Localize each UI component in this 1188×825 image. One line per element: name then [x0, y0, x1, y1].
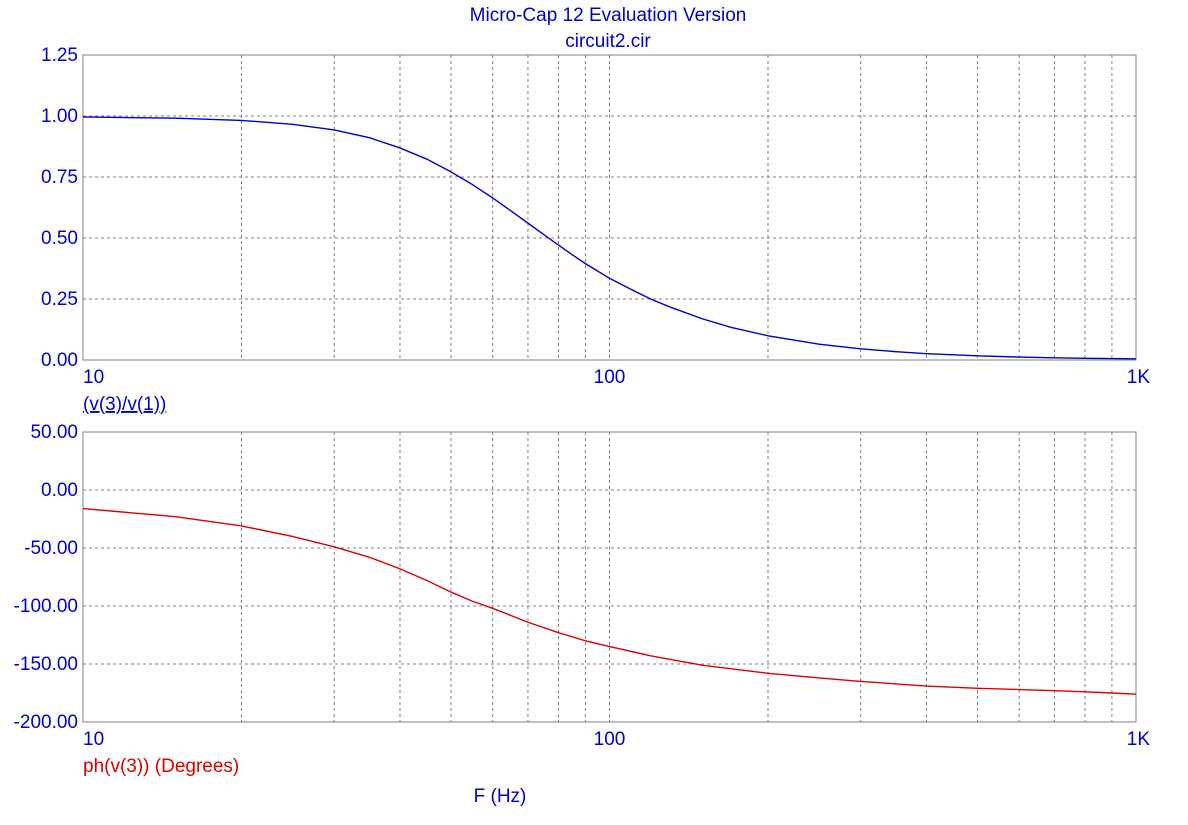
phase-series: [82, 507, 1137, 695]
magnitude-y-tick-label: 0.25: [41, 289, 78, 310]
magnitude-y-tick-label: 0.75: [41, 167, 78, 188]
phase-x-tick-label: 1K: [1127, 729, 1151, 750]
magnitude-series: [82, 116, 1137, 360]
magnitude-panel: 0.00 0.25 0.50 0.75 1.00 1.25 10 100 1K (v(3)/v…: [41, 45, 1150, 415]
chart-title: Micro-Cap 12 Evaluation Version: [470, 5, 747, 26]
magnitude-x-tick-label: 100: [594, 367, 626, 388]
x-axis-title: F (Hz): [474, 786, 527, 807]
magnitude-y-tick-label: 1.00: [41, 106, 78, 127]
chart-subtitle: circuit2.cir: [565, 31, 651, 52]
phase-x-tick-labels: 10 100 1K: [83, 729, 1150, 750]
magnitude-y-tick-label: 0.00: [41, 350, 78, 371]
phase-x-tick-label: 100: [594, 729, 626, 750]
magnitude-x-tick-label: 10: [83, 367, 104, 388]
phase-y-tick-label: 50.00: [30, 422, 78, 443]
phase-y-tick-label: 0.00: [41, 480, 78, 501]
phase-series-label[interactable]: ph(v(3)) (Degrees): [83, 756, 239, 777]
magnitude-series-label[interactable]: (v(3)/v(1)): [83, 394, 166, 415]
phase-y-tick-label: -150.00: [14, 654, 78, 675]
phase-series-line: [82, 507, 1137, 695]
magnitude-y-tick-labels: 0.00 0.25 0.50 0.75 1.00 1.25: [41, 45, 78, 371]
magnitude-gridlines: [83, 55, 1136, 360]
phase-x-tick-label: 10: [83, 729, 104, 750]
magnitude-y-tick-label: 0.50: [41, 228, 78, 249]
magnitude-x-tick-labels: 10 100 1K: [83, 367, 1150, 388]
magnitude-series-line: [82, 116, 1137, 360]
phase-y-tick-label: -200.00: [14, 712, 78, 733]
phase-y-tick-label: -50.00: [24, 538, 78, 559]
phase-y-tick-labels: -200.00 -150.00 -100.00 -50.00 0.00 50.00: [14, 422, 78, 733]
magnitude-x-tick-label: 1K: [1127, 367, 1151, 388]
phase-y-tick-label: -100.00: [14, 596, 78, 617]
magnitude-y-tick-label: 1.25: [41, 45, 78, 66]
phase-gridlines: [83, 432, 1136, 722]
